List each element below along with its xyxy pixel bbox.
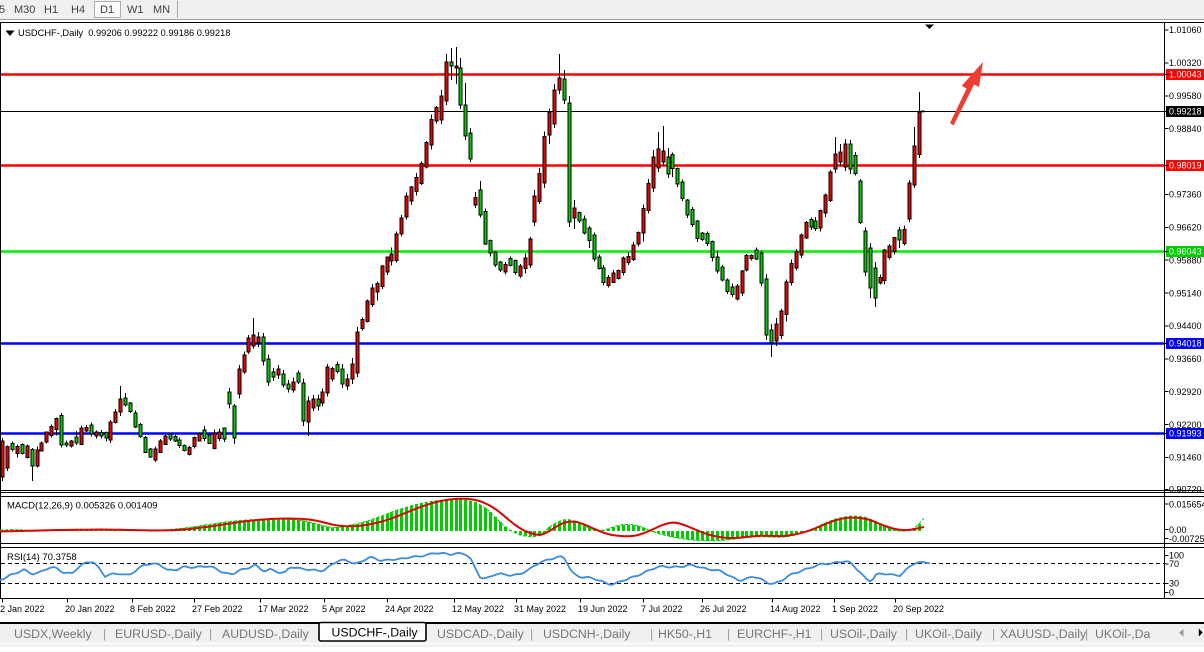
svg-text:D1: D1 (100, 4, 114, 16)
svg-text:5: 5 (0, 4, 5, 16)
svg-text:0.93660: 0.93660 (1169, 354, 1202, 364)
svg-text:0.92200: 0.92200 (1169, 420, 1202, 430)
svg-text:MACD(12,26,9) 0.005326 0.00140: MACD(12,26,9) 0.005326 0.001409 (7, 501, 158, 512)
svg-text:UKOil-,Da: UKOil-,Da (1095, 627, 1151, 641)
svg-text:RSI(14) 70.3758: RSI(14) 70.3758 (7, 552, 77, 563)
svg-text:USDCAD-,Daily: USDCAD-,Daily (437, 627, 525, 641)
svg-text:1.01060: 1.01060 (1169, 25, 1202, 35)
svg-text:|: | (530, 627, 533, 641)
svg-text:0.91460: 0.91460 (1169, 453, 1202, 463)
svg-text:|: | (727, 627, 730, 641)
svg-text:24 Apr 2022: 24 Apr 2022 (385, 604, 434, 614)
svg-text:20 Jan 2022: 20 Jan 2022 (65, 604, 115, 614)
svg-text:|: | (905, 627, 908, 641)
svg-text:|: | (1085, 627, 1088, 641)
svg-text:1.00043: 1.00043 (1169, 70, 1202, 80)
svg-text:2 Jan 2022: 2 Jan 2022 (0, 604, 45, 614)
svg-text:0.94400: 0.94400 (1169, 321, 1202, 331)
svg-text:1 Sep 2022: 1 Sep 2022 (832, 604, 878, 614)
svg-text:0.99580: 0.99580 (1169, 91, 1202, 101)
svg-text:M30: M30 (14, 4, 35, 16)
svg-text:H1: H1 (44, 4, 58, 16)
svg-text:UKOil-,Daily: UKOil-,Daily (915, 627, 983, 641)
svg-text:14 Aug 2022: 14 Aug 2022 (770, 604, 821, 614)
svg-text:USDCHF-,Daily: USDCHF-,Daily (332, 626, 419, 640)
svg-text:7 Jul 2022: 7 Jul 2022 (641, 604, 683, 614)
svg-text:0.94018: 0.94018 (1169, 339, 1202, 349)
svg-text:12 May 2022: 12 May 2022 (452, 604, 504, 614)
svg-text:20 Sep 2022: 20 Sep 2022 (893, 604, 944, 614)
svg-text:0.99218: 0.99218 (1169, 107, 1202, 117)
svg-text:0.95880: 0.95880 (1169, 255, 1202, 265)
svg-text:27 Feb 2022: 27 Feb 2022 (192, 604, 243, 614)
svg-text:|: | (992, 627, 995, 641)
svg-text:30: 30 (1169, 579, 1179, 589)
svg-text:0.98840: 0.98840 (1169, 124, 1202, 134)
svg-text:HK50-,H1: HK50-,H1 (658, 627, 712, 641)
svg-text:|: | (650, 627, 653, 641)
svg-text:H4: H4 (71, 4, 85, 16)
svg-text:1.00320: 1.00320 (1169, 58, 1202, 68)
svg-text:17 Mar 2022: 17 Mar 2022 (258, 604, 309, 614)
svg-text:|: | (820, 627, 823, 641)
svg-text:XAUUSD-,Daily: XAUUSD-,Daily (1000, 627, 1087, 641)
svg-text:100: 100 (1169, 551, 1184, 561)
svg-text:19 Jun 2022: 19 Jun 2022 (578, 604, 628, 614)
svg-text:-0.007258: -0.007258 (1169, 534, 1204, 544)
svg-text:EURUSD-,Daily: EURUSD-,Daily (115, 627, 203, 641)
svg-text:W1: W1 (127, 4, 144, 16)
svg-text:0.92920: 0.92920 (1169, 387, 1202, 397)
svg-text:0: 0 (1169, 588, 1174, 598)
svg-text:0.00: 0.00 (1169, 525, 1187, 535)
svg-text:|: | (209, 627, 212, 641)
svg-text:0.015654: 0.015654 (1169, 499, 1204, 509)
svg-text:0.98019: 0.98019 (1169, 161, 1202, 171)
svg-text:|: | (103, 627, 106, 641)
svg-text:8 Feb 2022: 8 Feb 2022 (130, 604, 176, 614)
svg-text:0.95140: 0.95140 (1169, 288, 1202, 298)
svg-text:USDCHF-,Daily 0.99206 0.99222: USDCHF-,Daily 0.99206 0.99222 0.99186 0.… (18, 28, 230, 38)
svg-text:0.96620: 0.96620 (1169, 223, 1202, 233)
svg-text:0.90720: 0.90720 (1169, 485, 1202, 495)
svg-text:31 May 2022: 31 May 2022 (514, 604, 566, 614)
svg-text:0.91993: 0.91993 (1169, 429, 1202, 439)
svg-text:70: 70 (1169, 559, 1179, 569)
svg-text:0.97360: 0.97360 (1169, 190, 1202, 200)
svg-text:USOil-,Daily: USOil-,Daily (830, 627, 898, 641)
svg-text:MN: MN (153, 4, 170, 16)
svg-text:USDCNH-,Daily: USDCNH-,Daily (543, 627, 631, 641)
svg-text:26 Jul 2022: 26 Jul 2022 (700, 604, 747, 614)
svg-text:AUDUSD-,Daily: AUDUSD-,Daily (222, 627, 310, 641)
svg-text:EURCHF-,H1: EURCHF-,H1 (737, 627, 812, 641)
svg-text:5 Apr 2022: 5 Apr 2022 (322, 604, 366, 614)
svg-text:0.96043: 0.96043 (1169, 247, 1202, 257)
svg-text:USDX,Weekly: USDX,Weekly (14, 627, 93, 641)
